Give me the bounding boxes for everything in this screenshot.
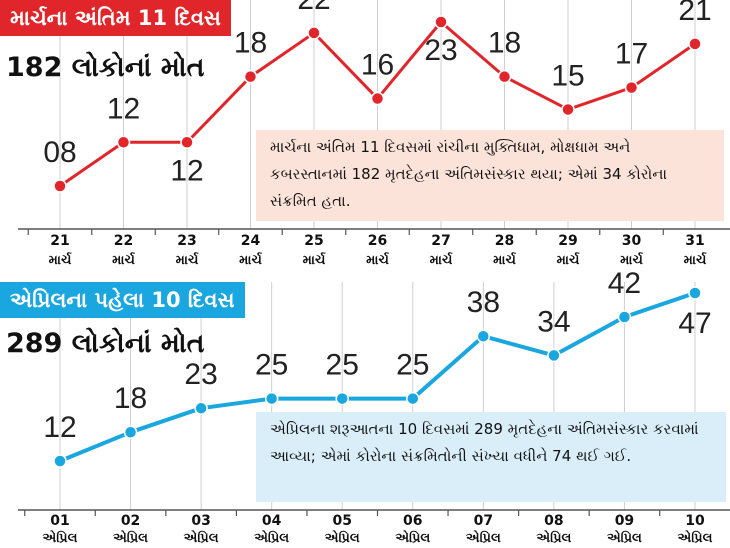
march-tick-label-month: માર્ચ xyxy=(684,251,708,268)
april-tick-label-day: 07 xyxy=(474,513,493,529)
march-data-point xyxy=(624,80,639,95)
april-tick-label-month: એપ્રિલ xyxy=(678,529,713,546)
april-data-label: 42 xyxy=(608,267,641,300)
april-data-point xyxy=(688,286,702,300)
march-tick-label-month: માર્ચ xyxy=(176,251,200,268)
march-tick-label-day: 26 xyxy=(368,233,387,249)
april-data-label: 25 xyxy=(396,349,429,382)
march-tick-label-month: માર્ચ xyxy=(303,251,327,268)
march-tick-label-month: માર્ચ xyxy=(49,251,73,268)
april-data-label: 12 xyxy=(43,411,76,444)
april-tick-label-day: 06 xyxy=(403,513,422,529)
march-data-label: 17 xyxy=(615,38,648,71)
april-tick-label-month: એપ્રિલ xyxy=(254,529,289,546)
march-data-label: 22 xyxy=(297,0,330,16)
march-data-point xyxy=(561,102,575,117)
april-data-label: 23 xyxy=(184,358,217,391)
march-tick-label-month: માર્ચ xyxy=(430,251,454,268)
april-tick-label-month: એપ્રિલ xyxy=(466,529,501,546)
march-data-label: 18 xyxy=(234,27,267,60)
march-tick-label-day: 27 xyxy=(431,233,450,249)
april-tick-label-month: એપ્રિલ xyxy=(536,529,571,546)
april-tick-label-day: 04 xyxy=(262,513,282,529)
march-data-label: 12 xyxy=(107,92,140,125)
march-tick-label-month: માર્ચ xyxy=(366,251,390,268)
march-tick-label-month: માર્ચ xyxy=(557,251,581,268)
april-data-point xyxy=(123,425,138,439)
march-data-label: 18 xyxy=(488,27,521,60)
april-series-line xyxy=(59,291,696,463)
april-tick-label-month: એપ્રિલ xyxy=(607,529,642,546)
march-tick-label-day: 31 xyxy=(685,233,704,249)
march-data-point xyxy=(688,37,702,51)
april-data-label: 18 xyxy=(114,382,147,415)
march-tick-label-month: માર્ચ xyxy=(620,251,644,268)
march-subtitle: 182 લોકોનાં મોત xyxy=(6,52,205,83)
march-tick-label-month: માર્ચ xyxy=(239,251,263,268)
march-tick-label-day: 28 xyxy=(495,233,514,249)
march-data-point xyxy=(53,179,67,193)
april-data-label: 47 xyxy=(678,307,711,340)
april-tick-label-day: 10 xyxy=(685,513,705,529)
april-data-point xyxy=(617,310,632,324)
april-tick-label-day: 01 xyxy=(50,513,69,529)
march-title: માર્ચના અંતિમ 11 દિવસ xyxy=(0,0,231,36)
april-data-point xyxy=(264,391,279,406)
april-data-point xyxy=(194,401,208,415)
april-data-label: 25 xyxy=(326,349,359,382)
march-data-point xyxy=(370,91,385,106)
march-data-point xyxy=(497,69,512,84)
march-tick-label-day: 25 xyxy=(304,233,323,249)
march-tick-label-day: 30 xyxy=(622,233,642,249)
april-title: એપ્રિલના પહેલા 10 દિવસ xyxy=(0,282,245,318)
march-data-point xyxy=(243,69,258,84)
april-tick-label-month: એપ્રિલ xyxy=(113,529,148,546)
march-tick-label-month: માર્ચ xyxy=(112,251,136,268)
march-data-point xyxy=(434,15,448,29)
march-tick-label-day: 22 xyxy=(114,233,133,249)
april-tick-label-day: 02 xyxy=(121,513,140,529)
april-data-label: 34 xyxy=(537,305,570,338)
march-data-point xyxy=(180,135,194,150)
march-data-label: 23 xyxy=(424,34,457,67)
march-data-label: 15 xyxy=(551,59,584,92)
april-tick-label-month: એપ્રિલ xyxy=(184,529,219,546)
march-tick-label-month: માર્ચ xyxy=(493,251,517,268)
april-annotation: એપ્રિલના શરૂઆતના 10 દિવસમાં 289 મૃતદેહના… xyxy=(256,412,726,502)
march-tick-label-day: 24 xyxy=(241,233,261,249)
march-data-label: 12 xyxy=(170,154,203,187)
april-tick-label-month: એપ્રિલ xyxy=(395,529,430,546)
april-data-point xyxy=(547,348,561,363)
april-subtitle: 289 લોકોનાં મોત xyxy=(6,328,205,359)
march-data-point xyxy=(116,135,131,150)
april-tick-label-day: 09 xyxy=(615,513,634,529)
march-data-point xyxy=(307,26,321,40)
march-data-label: 21 xyxy=(678,0,711,27)
march-tick-label-day: 29 xyxy=(558,233,577,249)
april-data-point xyxy=(406,391,420,406)
april-tick-label-day: 03 xyxy=(191,513,210,529)
april-tick-label-day: 08 xyxy=(544,513,563,529)
april-data-point xyxy=(335,391,349,406)
march-tick-label-day: 21 xyxy=(50,233,69,249)
april-tick-label-month: એપ્રિલ xyxy=(325,529,360,546)
april-tick-label-month: એપ્રિલ xyxy=(43,529,78,546)
april-tick-label-day: 05 xyxy=(332,513,351,529)
april-data-point xyxy=(476,329,491,343)
march-data-label: 08 xyxy=(43,136,76,169)
march-data-label: 16 xyxy=(361,49,394,82)
march-tick-label-day: 23 xyxy=(177,233,196,249)
april-data-label: 38 xyxy=(467,286,500,319)
april-data-label: 25 xyxy=(255,349,288,382)
april-data-point xyxy=(53,454,67,468)
march-annotation: માર્ચના અંતિમ 11 દિવસમાં રાંચીના મુક્તિધ… xyxy=(256,130,724,221)
